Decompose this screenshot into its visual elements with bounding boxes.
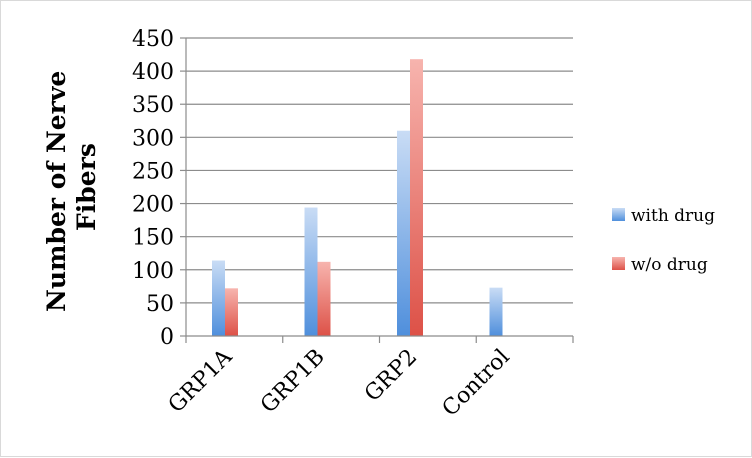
y-tick-label-150: 150 <box>132 226 174 251</box>
bar-grp2-wodrug <box>410 59 423 337</box>
x-tick-label-grp1b: GRP1B <box>256 345 330 419</box>
y-tick-label-400: 400 <box>132 60 174 85</box>
gridlines <box>186 37 573 304</box>
legend-swatch-wo-drug <box>612 257 625 270</box>
x-tick-label-grp1a: GRP1A <box>164 344 238 418</box>
x-tick-label-control: Control <box>438 345 515 422</box>
axes <box>180 37 574 343</box>
y-axis-label: Number of Nerve Fibers <box>42 62 101 312</box>
legend-swatch-with-drug <box>612 208 625 221</box>
y-axis-label-line-1: Number of Nerve <box>42 71 71 312</box>
y-axis-label-line-2: Fibers <box>72 143 101 231</box>
bar-grp1a-wodrug <box>225 288 238 336</box>
y-tick-label-250: 250 <box>132 159 174 184</box>
bar-grp1a-withdrug <box>212 260 225 336</box>
bar-grp1b-withdrug <box>304 207 318 336</box>
bars <box>212 59 503 337</box>
legend: with drug w/o drug <box>612 206 715 275</box>
y-tick-label-450: 450 <box>132 27 174 52</box>
legend-label-wo-drug: w/o drug <box>631 255 708 275</box>
tick-labels: 0 50 100 150 200 250 300 350 400 450 GRP1A GRP1B GRP… <box>132 27 515 422</box>
legend-label-with-drug: with drug <box>631 206 715 226</box>
bar-grp2-withdrug <box>397 130 410 336</box>
y-tick-label-50: 50 <box>146 292 174 317</box>
bar-control-withdrug <box>489 287 503 336</box>
bar-grp1b-wodrug <box>317 261 331 336</box>
x-tick-label-grp2: GRP2 <box>360 345 422 407</box>
y-tick-label-200: 200 <box>132 193 174 218</box>
y-tick-label-0: 0 <box>160 325 174 350</box>
y-tick-label-300: 300 <box>132 126 174 151</box>
y-tick-label-350: 350 <box>132 93 174 118</box>
y-tick-label-100: 100 <box>132 259 174 284</box>
